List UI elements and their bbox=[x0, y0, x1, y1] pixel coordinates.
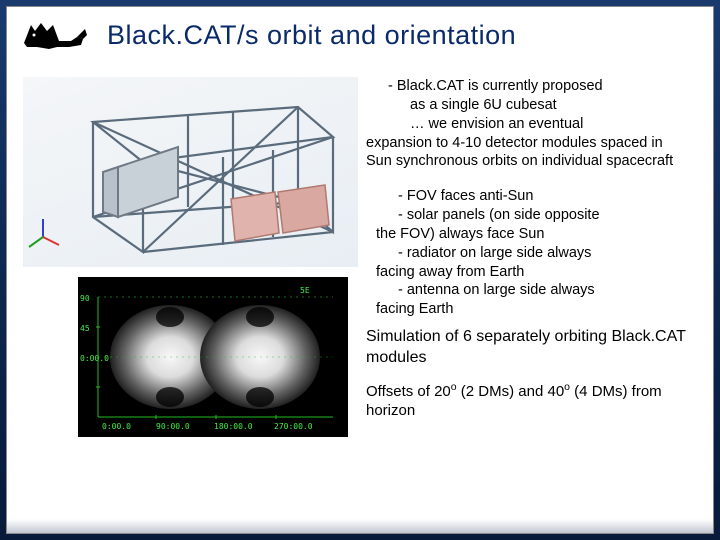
left-column: 0:00.0 90:00.0 180:00.0 270:00.0 90 45 0… bbox=[23, 77, 358, 437]
simulation-caption: Simulation of 6 separately orbiting Blac… bbox=[366, 327, 691, 369]
slide-title: Black.CAT/s orbit and orientation bbox=[107, 20, 516, 51]
off-b: (2 DMs) and 40 bbox=[457, 383, 565, 400]
right-column: - Black.CAT is currently proposed as a s… bbox=[366, 77, 697, 437]
p2-l3a: - radiator on large side always bbox=[398, 244, 591, 263]
p1-l3: … we envision an eventual bbox=[410, 115, 583, 134]
slide-frame: Black.CAT/s orbit and orientation bbox=[6, 6, 714, 534]
cat-logo bbox=[19, 15, 89, 55]
p1-l1: - Black.CAT is currently proposed bbox=[388, 77, 603, 96]
svg-text:45: 45 bbox=[80, 324, 90, 333]
p2-l2b: the FOV) always face Sun bbox=[376, 226, 544, 242]
sky-simulation-figure: 0:00.0 90:00.0 180:00.0 270:00.0 90 45 0… bbox=[78, 277, 348, 437]
p1-l4: expansion to 4-10 detector modules space… bbox=[366, 135, 673, 170]
p2-l4b: facing Earth bbox=[376, 301, 453, 317]
p1-l2: as a single 6U cubesat bbox=[410, 96, 557, 115]
p2-l1: - FOV faces anti-Sun bbox=[398, 187, 533, 206]
p2-l2a: - solar panels (on side opposite bbox=[398, 206, 600, 225]
svg-text:90:00.0: 90:00.0 bbox=[156, 422, 190, 431]
svg-text:90: 90 bbox=[80, 294, 90, 303]
intro-paragraph: - Black.CAT is currently proposed as a s… bbox=[366, 77, 691, 171]
svg-text:180:00.0: 180:00.0 bbox=[214, 422, 253, 431]
svg-text:5E: 5E bbox=[300, 286, 310, 295]
p2-l4a: - antenna on large side always bbox=[398, 281, 595, 300]
svg-text:0:00.0: 0:00.0 bbox=[80, 354, 109, 363]
slide-body: 0:00.0 90:00.0 180:00.0 270:00.0 90 45 0… bbox=[7, 59, 713, 447]
svg-text:270:00.0: 270:00.0 bbox=[274, 422, 313, 431]
cad-render-figure bbox=[23, 77, 358, 267]
p2-l3b: facing away from Earth bbox=[376, 264, 524, 280]
orientation-list: - FOV faces anti-Sun - solar panels (on … bbox=[366, 187, 691, 319]
offsets-caption: Offsets of 20o (2 DMs) and 40o (4 DMs) f… bbox=[366, 381, 691, 421]
header: Black.CAT/s orbit and orientation bbox=[7, 7, 713, 59]
svg-text:0:00.0: 0:00.0 bbox=[102, 422, 131, 431]
off-a: Offsets of 20 bbox=[366, 383, 451, 400]
footer-shadow bbox=[7, 519, 713, 533]
